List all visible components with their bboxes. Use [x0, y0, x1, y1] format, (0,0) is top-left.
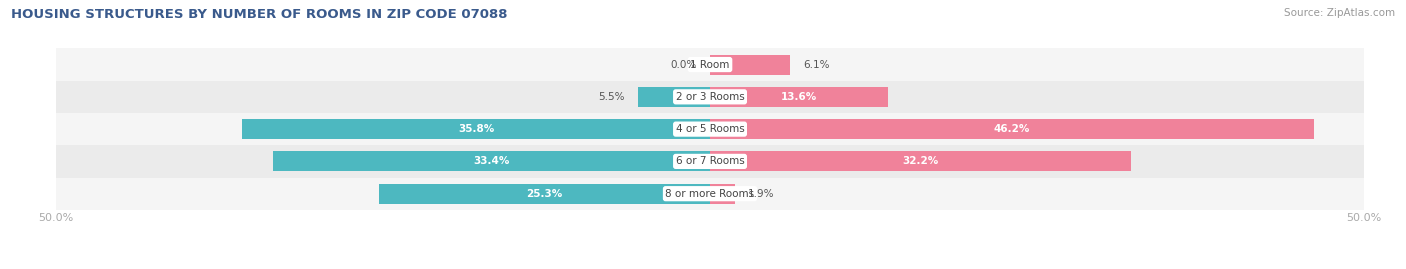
Text: 4 or 5 Rooms: 4 or 5 Rooms [676, 124, 744, 134]
Bar [242, 119, 710, 139]
Bar [710, 87, 887, 107]
Bar [710, 119, 1315, 139]
Text: Source: ZipAtlas.com: Source: ZipAtlas.com [1284, 8, 1395, 18]
Text: 8 or more Rooms: 8 or more Rooms [665, 189, 755, 199]
Bar [710, 184, 735, 204]
Text: 6 or 7 Rooms: 6 or 7 Rooms [676, 156, 744, 167]
Bar [638, 87, 710, 107]
Text: 32.2%: 32.2% [903, 156, 939, 167]
Bar [56, 145, 1364, 178]
Bar [56, 81, 1364, 113]
Bar [710, 151, 1130, 171]
Text: 1.9%: 1.9% [748, 189, 775, 199]
Bar [273, 151, 710, 171]
Text: 46.2%: 46.2% [994, 124, 1031, 134]
Text: 2 or 3 Rooms: 2 or 3 Rooms [676, 92, 744, 102]
Text: 33.4%: 33.4% [474, 156, 510, 167]
Bar [380, 184, 710, 204]
Text: 25.3%: 25.3% [526, 189, 562, 199]
Text: HOUSING STRUCTURES BY NUMBER OF ROOMS IN ZIP CODE 07088: HOUSING STRUCTURES BY NUMBER OF ROOMS IN… [11, 8, 508, 21]
Text: 13.6%: 13.6% [780, 92, 817, 102]
Text: 35.8%: 35.8% [458, 124, 494, 134]
Bar [56, 48, 1364, 81]
Text: 0.0%: 0.0% [671, 59, 697, 70]
Bar [710, 55, 790, 75]
Bar [56, 113, 1364, 145]
Text: 6.1%: 6.1% [803, 59, 830, 70]
Text: 1 Room: 1 Room [690, 59, 730, 70]
Text: 5.5%: 5.5% [599, 92, 626, 102]
Bar [56, 178, 1364, 210]
